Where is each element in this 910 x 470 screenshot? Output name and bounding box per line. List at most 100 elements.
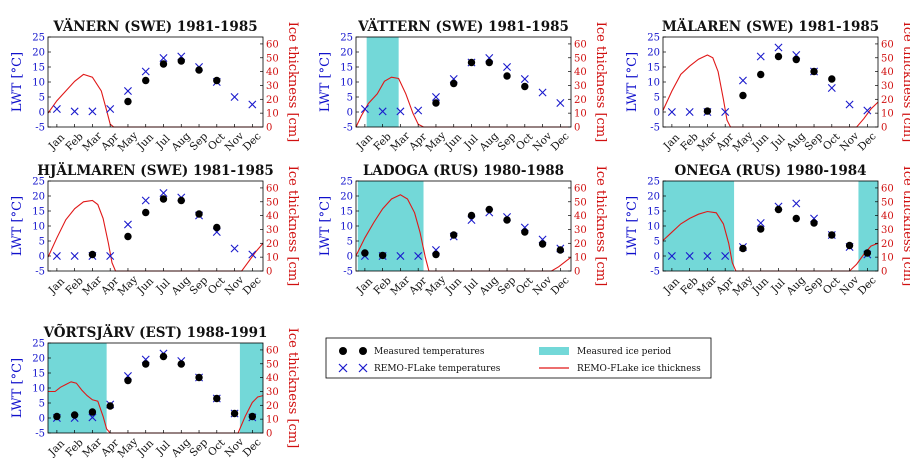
remo-stroke-b (52, 105, 61, 113)
y-tick-label: 20 (32, 192, 45, 203)
measured-marker-jun (757, 70, 765, 79)
remo-marker-feb (70, 252, 79, 260)
y-tick-label: -5 (35, 429, 45, 440)
y2-tick-label: 20 (266, 239, 279, 250)
x-tick-label-jan: Jan (354, 131, 376, 153)
remo-marker-apr (414, 252, 423, 260)
chart-title: LADOGA (RUS) 1980-1988 (363, 163, 564, 179)
remo-stroke-b (503, 63, 512, 71)
legend-ice-thickness-label: REMO-FLake ice thickness (577, 364, 701, 374)
remo-marker-mar (88, 413, 97, 422)
y2-tick-label: 30 (266, 387, 279, 398)
remo-marker-may (431, 93, 440, 101)
y-tick-label: 20 (32, 48, 45, 59)
remo-stroke-b (106, 105, 115, 113)
remo-marker-aug (792, 199, 801, 208)
remo-stroke-b (159, 189, 168, 197)
remo-marker-jan (667, 252, 676, 260)
y-tick-label: 10 (340, 78, 353, 89)
ice-thickness-line (355, 76, 571, 128)
remo-stroke-b (230, 93, 239, 101)
y-tick-label: 25 (32, 33, 45, 44)
y-tick-label: -5 (650, 267, 660, 278)
y2-tick-label: 30 (574, 225, 587, 236)
y2-axis-label: Ice thickness [cm] (593, 166, 608, 286)
remo-marker-jun (141, 196, 150, 205)
x-tick-label-jun: Jun (749, 131, 771, 153)
y-tick-label: 0 (654, 252, 660, 263)
y-tick-label: 10 (340, 222, 353, 233)
measured-marker-apr (106, 402, 114, 410)
remo-marker-nov (845, 100, 854, 109)
y2-tick-label: 50 (881, 197, 894, 208)
x-tick-label-jul: Jul (153, 276, 173, 296)
remo-stroke-b (685, 108, 694, 116)
measured-marker-jul (774, 205, 783, 214)
measured-marker-sep (810, 219, 818, 227)
measured-marker-may (432, 99, 440, 107)
y2-tick-label: 20 (574, 239, 587, 250)
x-tick-label-dec: Dec (241, 436, 264, 459)
measured-marker-jun (142, 360, 150, 368)
measured-marker-sep (810, 67, 818, 76)
y2-tick-label: 0 (266, 429, 272, 440)
y-tick-label: 15 (32, 207, 45, 218)
remo-stroke-b (248, 250, 257, 259)
chart-title: HJÄLMAREN (SWE) 1981-1985 (37, 163, 274, 179)
x-tick-label-dec: Dec (856, 130, 879, 153)
remo-marker-jul (159, 189, 168, 197)
y2-tick-label: 60 (266, 345, 279, 356)
measured-marker-nov (538, 240, 547, 248)
remo-stroke-b (378, 107, 387, 116)
panels-group: -505101520250102030405060JanFebMarAprMay… (10, 19, 910, 460)
y2-tick-label: 40 (881, 211, 894, 222)
legend-measured-label: Measured temperatures (374, 347, 485, 357)
y-tick-label: 5 (347, 93, 353, 104)
remo-stroke-b (721, 252, 730, 260)
remo-marker-may (738, 76, 747, 85)
remo-stroke-b (141, 67, 150, 76)
y2-tick-label: 30 (266, 225, 279, 236)
measured-marker-oct (213, 223, 221, 232)
remo-marker-jun (756, 219, 765, 227)
chart-panel-2: -505101520250102030405060JanFebMarAprMay… (318, 19, 608, 154)
y-tick-label: 0 (347, 252, 353, 263)
y-axis-label: LWT [°C] (318, 52, 333, 112)
measured-marker-jul (159, 195, 168, 203)
remo-marker-sep (503, 63, 512, 71)
y-tick-label: 5 (654, 237, 660, 248)
y-tick-label: -5 (35, 123, 45, 134)
y-tick-label: 15 (340, 207, 353, 218)
remo-stroke-b (52, 252, 61, 260)
x-tick-label-jan: Jan (46, 275, 68, 297)
chart-panel-5: -505101520250102030405060JanFebMarAprMay… (318, 163, 608, 298)
x-tick-label-jan: Jan (46, 437, 68, 459)
y2-tick-label: 0 (574, 123, 580, 134)
ice-thickness-line (662, 210, 879, 272)
y2-tick-label: 20 (574, 95, 587, 106)
remo-marker-jan (667, 108, 676, 116)
y-tick-label: 5 (39, 237, 45, 248)
x-tick-label-jul: Jul (153, 132, 173, 152)
x-tick-label-jun: Jun (442, 131, 464, 153)
remo-marker-apr (721, 252, 730, 260)
measured-marker-nov (230, 409, 239, 418)
y2-axis-label: Ice thickness [cm] (285, 166, 300, 286)
x-tick-label-dec: Dec (856, 274, 879, 297)
y2-tick-label: 60 (881, 183, 894, 194)
measured-marker-mar (88, 250, 97, 259)
y-tick-label: 15 (340, 63, 353, 74)
remo-stroke-b (70, 107, 79, 116)
remo-marker-oct (520, 75, 529, 83)
remo-marker-feb (685, 252, 694, 260)
measured-marker-jun (142, 76, 150, 85)
y-tick-label: 20 (340, 48, 353, 59)
remo-marker-dec (863, 106, 872, 115)
y2-tick-label: 40 (881, 67, 894, 78)
ice-period-1 (663, 181, 735, 271)
measured-marker-sep (195, 373, 203, 382)
remo-marker-feb (685, 108, 694, 116)
measured-marker-aug (177, 360, 185, 368)
y-tick-label: 20 (32, 354, 45, 365)
remo-stroke-b (123, 220, 132, 229)
